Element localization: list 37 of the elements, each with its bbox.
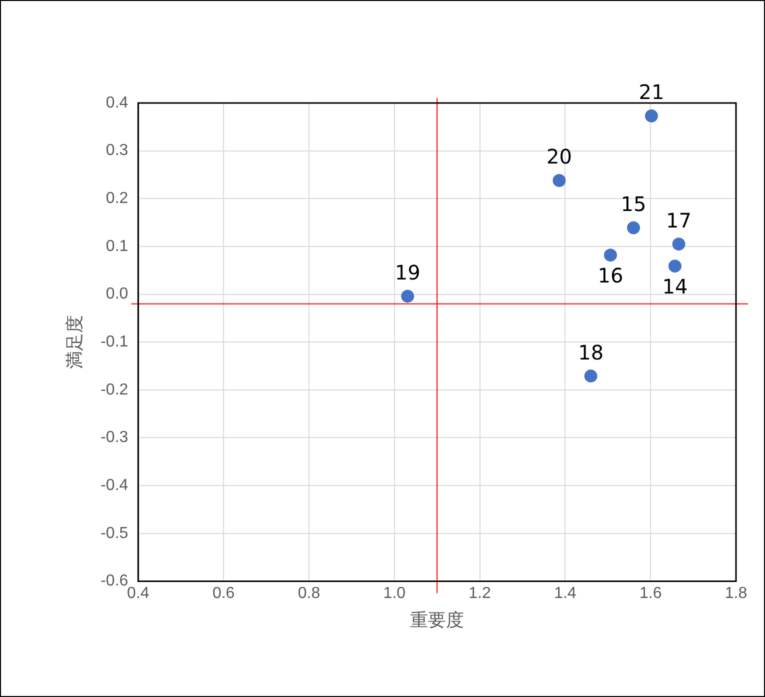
y-tick-label: 0.1 <box>106 238 128 255</box>
point <box>672 238 686 251</box>
annotation: 20 <box>546 144 572 169</box>
annotation: 19 <box>394 260 420 284</box>
x-tick-label: 0.6 <box>212 585 235 602</box>
y-tick-label: -0.6 <box>100 572 128 590</box>
y-tick-label: -0.4 <box>100 476 128 494</box>
point <box>604 248 617 262</box>
annotation: 17 <box>666 208 692 232</box>
annotation: 16 <box>598 263 624 288</box>
x-tick-label: 1.0 <box>383 585 406 602</box>
x-tick-label: 1.8 <box>724 585 748 602</box>
annotation: 15 <box>620 192 646 216</box>
y-tick-label: 0.2 <box>106 190 128 208</box>
point <box>627 221 640 234</box>
x-tick-label: 1.2 <box>468 585 492 602</box>
y-tick-label: 0.0 <box>106 286 128 303</box>
point <box>644 109 658 122</box>
annotation: 18 <box>578 340 604 364</box>
x-tick-label: 1.6 <box>639 585 662 602</box>
x-tick-label: 0.4 <box>127 585 150 602</box>
point <box>584 370 598 383</box>
x-tick-label: 1.4 <box>554 585 576 602</box>
x-tick-label: 0.8 <box>298 585 320 602</box>
y-tick-label: 0.4 <box>106 94 128 112</box>
y-tick-label: -0.2 <box>100 381 128 398</box>
annotation: 14 <box>662 274 688 298</box>
y-axis-title: 満足度 <box>64 315 86 370</box>
y-tick-label: 0.3 <box>106 142 128 160</box>
point <box>401 290 414 303</box>
point <box>552 174 566 187</box>
y-tick-label: -0.1 <box>100 334 128 351</box>
x-axis-title: 重要度 <box>410 610 464 631</box>
point <box>668 260 682 273</box>
y-tick-label: -0.3 <box>100 429 128 446</box>
annotation: 21 <box>638 80 664 104</box>
y-tick-label: -0.5 <box>100 524 128 542</box>
